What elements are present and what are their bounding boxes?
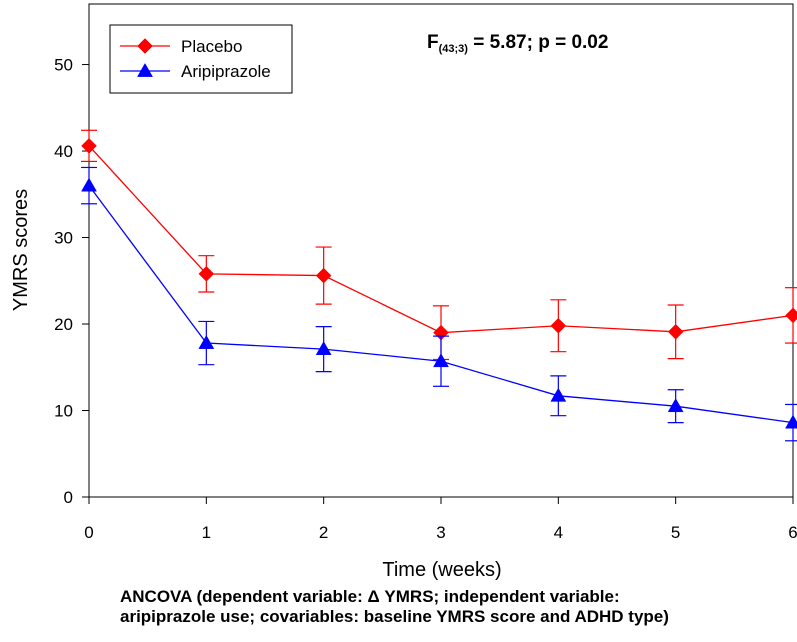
placebo-marker: [668, 324, 683, 339]
legend: Placebo Aripiprazole: [110, 25, 292, 93]
x-tick-label: 5: [671, 523, 680, 542]
y-tick-label: 10: [54, 402, 73, 421]
y-tick-label: 50: [54, 56, 73, 75]
legend-placebo-label: Placebo: [181, 37, 242, 56]
aripiprazole-marker: [82, 178, 97, 191]
stat-annotation-prefix: F: [427, 32, 439, 53]
y-tick-label: 20: [54, 315, 73, 334]
x-tick-label: 3: [436, 523, 445, 542]
y-tick-label: 40: [54, 142, 73, 161]
stat-annotation-suffix: = 5.87; p = 0.02: [468, 32, 608, 53]
x-tick-label: 2: [319, 523, 328, 542]
legend-box: [110, 25, 292, 93]
series-group: [81, 130, 797, 441]
x-tick-label: 0: [84, 523, 93, 542]
aripiprazole-marker: [316, 342, 331, 355]
legend-aripiprazole-label: Aripiprazole: [181, 62, 271, 81]
chart-svg: 0 1 2 3 4 5 6 0 10 20 30 40 50 Time (weeks) YMRS score…: [0, 0, 797, 580]
placebo-line: [89, 146, 793, 333]
stat-annotation: F(43;3) = 5.87; p = 0.02: [427, 32, 608, 55]
y-tick-label: 0: [64, 488, 73, 507]
aripiprazole-line: [89, 186, 793, 423]
footnote-line-1: ANCOVA (dependent variable: Δ YMRS; inde…: [120, 587, 797, 607]
stat-annotation-subscript: (43;3): [439, 43, 469, 55]
x-tick-label: 1: [202, 523, 211, 542]
placebo-marker: [786, 308, 797, 323]
x-axis-label: Time (weeks): [382, 559, 501, 580]
placebo-marker: [551, 318, 566, 333]
footnote-line-2: aripiprazole use; covariables: baseline …: [120, 607, 797, 627]
placebo-marker: [316, 268, 331, 283]
aripiprazole-marker: [199, 336, 214, 349]
y-tick-label: 30: [54, 229, 73, 248]
x-tick-label: 4: [554, 523, 563, 542]
footnote: ANCOVA (dependent variable: Δ YMRS; inde…: [120, 587, 797, 627]
annotation-group: F(43;3) = 5.87; p = 0.02: [427, 32, 608, 55]
y-axis-label: YMRS scores: [10, 189, 32, 311]
x-tick-label: 6: [788, 523, 797, 542]
